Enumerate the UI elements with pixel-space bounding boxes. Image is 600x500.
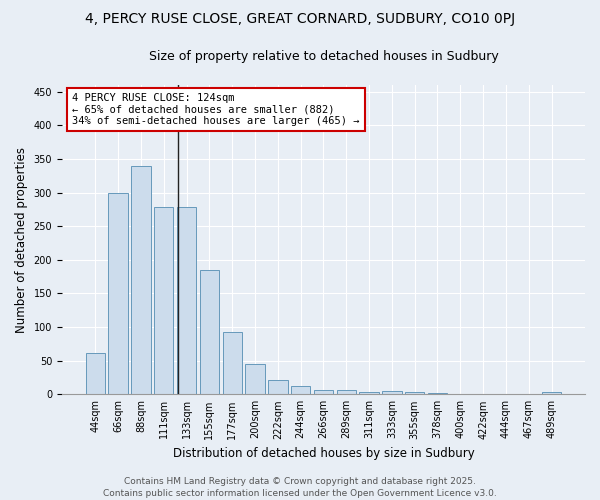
Bar xyxy=(109,192,128,394)
Bar xyxy=(382,391,401,394)
Bar xyxy=(245,364,265,394)
Bar xyxy=(154,208,173,394)
Text: 4, PERCY RUSE CLOSE, GREAT CORNARD, SUDBURY, CO10 0PJ: 4, PERCY RUSE CLOSE, GREAT CORNARD, SUDB… xyxy=(85,12,515,26)
Bar xyxy=(405,392,424,394)
Bar xyxy=(131,166,151,394)
Bar xyxy=(268,380,287,394)
Bar xyxy=(86,352,105,395)
Bar xyxy=(337,390,356,394)
Title: Size of property relative to detached houses in Sudbury: Size of property relative to detached ho… xyxy=(149,50,499,63)
Bar xyxy=(223,332,242,394)
Bar xyxy=(359,392,379,394)
Bar xyxy=(428,393,447,394)
Bar xyxy=(177,208,196,394)
X-axis label: Distribution of detached houses by size in Sudbury: Distribution of detached houses by size … xyxy=(173,447,475,460)
Bar xyxy=(291,386,310,394)
Bar xyxy=(314,390,333,394)
Bar xyxy=(542,392,561,394)
Text: Contains HM Land Registry data © Crown copyright and database right 2025.
Contai: Contains HM Land Registry data © Crown c… xyxy=(103,476,497,498)
Text: 4 PERCY RUSE CLOSE: 124sqm
← 65% of detached houses are smaller (882)
34% of sem: 4 PERCY RUSE CLOSE: 124sqm ← 65% of deta… xyxy=(73,92,360,126)
Bar xyxy=(200,270,219,394)
Y-axis label: Number of detached properties: Number of detached properties xyxy=(15,146,28,332)
